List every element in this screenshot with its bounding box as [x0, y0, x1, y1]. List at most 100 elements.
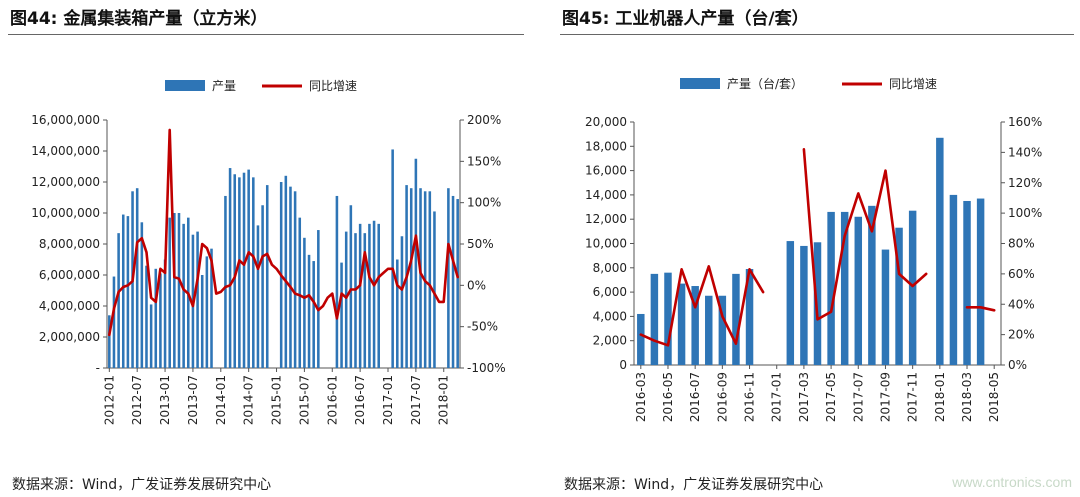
y-left-tick-label: 16,000	[585, 164, 627, 178]
bar	[451, 195, 455, 368]
bar	[149, 304, 153, 368]
bar	[312, 261, 315, 368]
bar	[117, 233, 120, 368]
x-tick-label: 2014-01	[214, 375, 228, 425]
bar	[173, 213, 176, 368]
bar	[140, 222, 144, 368]
bar	[800, 245, 808, 365]
source-note: 数据来源：Wind，广发证券发展研究中心	[12, 477, 272, 493]
bar	[637, 313, 645, 365]
y-right-tick-label: 200%	[467, 113, 501, 127]
y-left-tick-label: 12,000	[585, 212, 627, 226]
y-left-tick-label: 4,000,000	[39, 299, 100, 313]
y-right-tick-label: 20%	[1008, 328, 1035, 342]
y-right-tick-label: -100%	[467, 361, 506, 375]
x-tick-label: 2017-03	[797, 372, 811, 422]
bar	[233, 174, 237, 368]
y-right-tick-label: 0%	[467, 278, 486, 292]
bar	[732, 273, 740, 365]
bar	[168, 217, 171, 368]
x-tick-label: 2014-07	[242, 375, 256, 425]
bar	[261, 205, 264, 368]
y-left-tick-label: 6,000,000	[39, 268, 100, 282]
bar	[252, 177, 255, 368]
source-note: 数据来源：Wind，广发证券发展研究中心	[564, 477, 824, 493]
bar	[200, 275, 204, 368]
bar	[854, 216, 863, 365]
y-left-tick-label: 10,000,000	[31, 206, 100, 220]
y-right-tick-label: 80%	[1008, 237, 1035, 251]
bar	[363, 233, 367, 368]
x-tick-label: 2017-01	[381, 375, 395, 425]
bar	[224, 195, 227, 368]
x-tick-label: 2016-03	[634, 372, 648, 422]
x-tick-label: 2018-01	[437, 375, 451, 425]
y-left-tick-label: 0	[619, 358, 627, 372]
bar	[677, 283, 686, 365]
y-left-tick-label: 2,000	[593, 334, 627, 348]
y-right-tick-label: 140%	[1008, 145, 1042, 159]
y-left-tick-label: 8,000,000	[39, 237, 100, 251]
bar	[718, 295, 727, 365]
y-left-tick-label: 10,000	[585, 237, 627, 251]
bar	[354, 233, 357, 368]
bar	[344, 231, 348, 368]
y-right-tick-label: 120%	[1008, 176, 1042, 190]
bar	[307, 254, 311, 368]
y-left-tick-label: 18,000	[585, 139, 627, 153]
bar	[247, 169, 250, 368]
bar	[205, 256, 209, 368]
y-left-tick-label: 14,000	[585, 188, 627, 202]
x-tick-label: 2017-11	[906, 372, 920, 422]
x-tick-label: 2016-07	[353, 375, 367, 425]
bar	[298, 217, 302, 368]
y-right-tick-label: 0%	[1008, 358, 1027, 372]
legend-bar-swatch	[680, 78, 720, 89]
bar	[691, 286, 699, 365]
chart-svg: - 2,000,000 4,000,000 6,000,000 8,000,000 10,…	[31, 79, 506, 425]
x-tick-label: 2012-01	[102, 375, 116, 425]
legend-bar-label: 产量	[212, 79, 236, 93]
bar	[908, 210, 917, 365]
bar	[428, 191, 432, 368]
x-tick-label: 2017-01	[770, 372, 784, 422]
x-tick-label: 2018-01	[933, 372, 947, 422]
x-tick-label: 2013-07	[186, 375, 200, 425]
bar	[705, 295, 713, 365]
bar	[135, 188, 139, 368]
bar	[786, 241, 795, 365]
bar	[745, 269, 754, 365]
bar	[145, 265, 148, 368]
bar	[456, 199, 459, 368]
legend-bar-swatch	[165, 80, 205, 91]
bar	[827, 211, 835, 365]
bar	[650, 273, 659, 365]
bar	[881, 249, 890, 365]
x-tick-label: 2016-07	[688, 372, 702, 422]
bar	[182, 223, 185, 368]
y-right-tick-label: 160%	[1008, 115, 1042, 129]
bar	[238, 177, 241, 368]
y-right-tick-label: 60%	[1008, 267, 1035, 281]
chart-panel-right: 图45: 工业机器人产量（台/套） 0 2,000 4,000 6,000 8,000 1…	[552, 0, 1080, 497]
bar	[265, 185, 269, 368]
x-tick-label: 2017-09	[878, 372, 892, 422]
title-divider	[8, 34, 524, 35]
bar	[340, 262, 343, 368]
bar	[210, 248, 213, 368]
x-tick-label: 2018-05	[987, 372, 1001, 422]
bar	[196, 231, 199, 368]
chart-title: 图44: 金属集装箱产量（立方米）	[10, 9, 268, 29]
bar	[840, 211, 849, 365]
bar	[358, 223, 362, 368]
bar	[372, 220, 376, 368]
y-right-tick-label: -50%	[467, 320, 498, 334]
legend-line-label: 同比增速	[309, 79, 357, 93]
bar	[335, 195, 339, 368]
bar	[664, 272, 672, 365]
bar	[163, 259, 167, 368]
watermark-text: www.cntronics.com	[952, 474, 1072, 490]
x-tick-label: 2015-01	[270, 375, 284, 425]
x-tick-label: 2017-07	[851, 372, 865, 422]
growth-line	[108, 128, 459, 337]
